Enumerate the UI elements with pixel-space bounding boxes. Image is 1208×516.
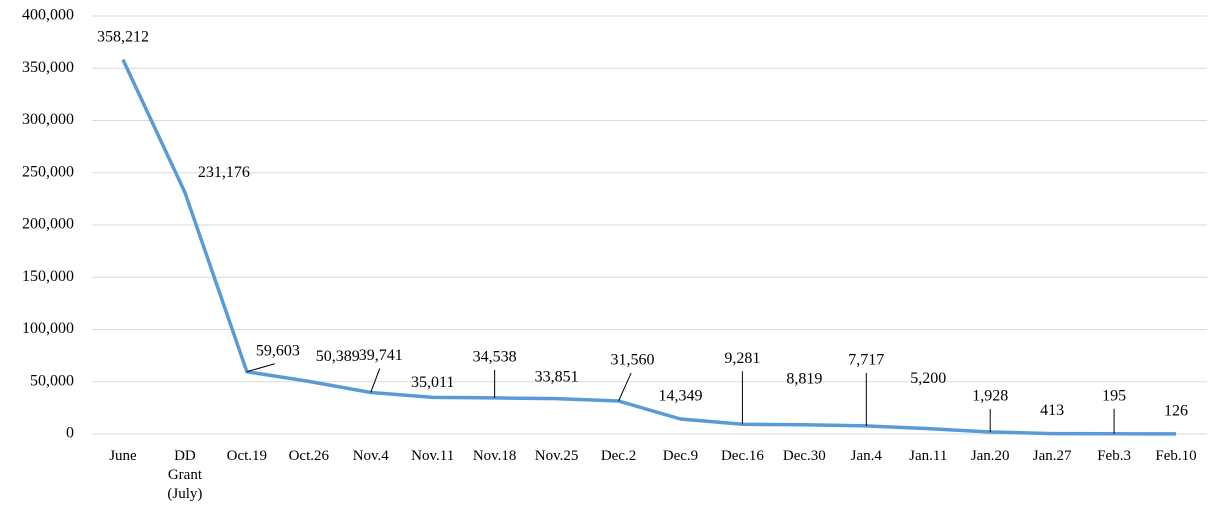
x-tick-label: Jan.20 — [970, 448, 1010, 464]
data-label: 9,281 — [724, 350, 760, 367]
x-tick-label: Nov.11 — [411, 448, 455, 464]
leader-line — [618, 372, 632, 402]
x-tick-label: Oct.26 — [288, 448, 329, 464]
data-label: 126 — [1164, 403, 1188, 420]
x-tick-label: Nov.4 — [352, 448, 389, 464]
x-tick-label: Dec.9 — [662, 448, 699, 464]
leader-line — [246, 363, 275, 373]
x-tick-label: Nov.18 — [472, 448, 517, 464]
x-tick-label: June — [109, 448, 137, 464]
data-label: 14,349 — [658, 388, 702, 405]
data-label: 59,603 — [256, 342, 300, 359]
x-tick-label: Oct.19 — [226, 448, 268, 464]
y-tick-label: 300,000 — [22, 111, 74, 128]
data-label: 33,851 — [535, 368, 579, 385]
x-tick-label: Jan.11 — [909, 448, 948, 464]
data-label: 35,011 — [411, 374, 454, 391]
data-label: 31,560 — [611, 352, 655, 369]
y-tick-label: 100,000 — [22, 320, 74, 337]
y-tick-label: 0 — [66, 425, 74, 442]
y-tick-label: 400,000 — [22, 7, 74, 24]
data-label: 50,389 — [316, 348, 360, 365]
line — [121, 58, 1177, 436]
x-tick-label: Nov.25 — [534, 448, 579, 464]
leader-line — [370, 368, 381, 393]
x-tick-label: Jan.4 — [850, 448, 882, 464]
data-label: 358,212 — [97, 28, 149, 45]
data-label: 5,200 — [910, 370, 946, 387]
x-tick-label: Dec.30 — [782, 448, 826, 464]
x-tick-label: DD Grant (July) — [167, 448, 203, 502]
y-tick-label: 200,000 — [22, 216, 74, 233]
data-label: 7,717 — [848, 352, 884, 369]
x-tick-label: Feb.10 — [1155, 448, 1197, 464]
y-tick-label: 350,000 — [22, 59, 74, 76]
data-label: 34,538 — [473, 349, 517, 366]
x-tick-label: Jan.27 — [1032, 448, 1072, 464]
y-tick-label: 250,000 — [22, 163, 74, 180]
data-label: 195 — [1102, 387, 1126, 404]
x-tick-label: Dec.2 — [600, 448, 637, 464]
x-tick-label: Dec.16 — [720, 448, 764, 464]
data-label: 413 — [1040, 402, 1064, 419]
y-tick-label: 150,000 — [22, 268, 74, 285]
x-tick-label: Feb.3 — [1097, 448, 1131, 464]
y-tick-label: 50,000 — [30, 372, 74, 389]
data-label: 39,741 — [359, 347, 403, 364]
data-label: 231,176 — [198, 164, 250, 181]
data-label: 8,819 — [786, 370, 822, 387]
data-label: 1,928 — [972, 388, 1008, 405]
